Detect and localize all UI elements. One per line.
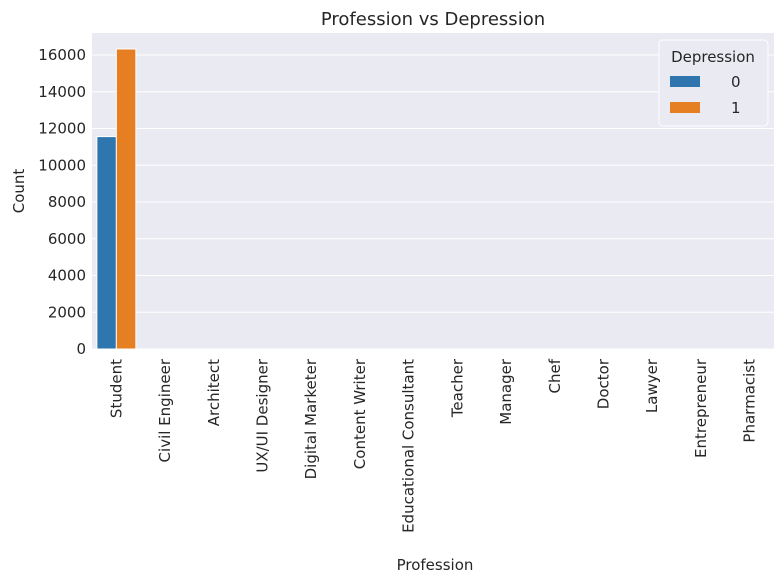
y-tick-label: 4000 — [48, 267, 86, 285]
y-axis-ticks: 0 2000 4000 6000 8000 10000 12000 14000 16000 — [38, 46, 86, 358]
x-tick-label: Architect — [205, 359, 223, 426]
legend-label-0: 0 — [731, 73, 741, 91]
x-axis-ticks: Student Civil Engineer Architect UX/UI Desi… — [107, 358, 758, 533]
x-tick-label: Entrepreneur — [692, 358, 710, 458]
x-tick-label: Lawyer — [643, 358, 661, 413]
x-tick-label: Teacher — [448, 358, 466, 418]
y-tick-label: 8000 — [48, 193, 86, 211]
y-tick-label: 14000 — [38, 83, 86, 101]
chart-title: Profession vs Depression — [321, 9, 545, 30]
y-tick-label: 16000 — [38, 46, 86, 64]
bar-student-series-0 — [96, 136, 117, 350]
grid — [92, 54, 774, 350]
y-tick-label: 12000 — [38, 120, 86, 138]
legend-title: Depression — [671, 48, 755, 66]
y-tick-label: 10000 — [38, 156, 86, 174]
bars — [96, 48, 137, 350]
x-tick-label: Doctor — [595, 358, 613, 409]
y-tick-label: 2000 — [48, 303, 86, 321]
x-tick-label: Content Writer — [351, 358, 369, 469]
x-tick-label: Civil Engineer — [156, 358, 174, 462]
y-axis-label: Count — [10, 169, 28, 214]
y-tick-label: 0 — [76, 340, 86, 358]
x-axis-label: Profession — [397, 556, 474, 574]
x-tick-label: UX/UI Designer — [254, 358, 272, 472]
x-tick-label: Digital Marketer — [302, 358, 320, 479]
bar-student-series-1 — [115, 48, 137, 350]
y-tick-label: 6000 — [48, 230, 86, 248]
legend-swatch-1 — [670, 102, 700, 113]
legend-label-1: 1 — [731, 99, 741, 117]
x-tick-label: Chef — [546, 358, 564, 393]
x-tick-label: Pharmacist — [741, 359, 759, 443]
x-tick-label: Manager — [497, 358, 515, 425]
legend: Depression 0 1 — [658, 39, 769, 127]
legend-swatch-0 — [670, 76, 700, 87]
x-tick-label: Educational Consultant — [400, 359, 418, 533]
x-tick-label: Student — [107, 359, 125, 418]
